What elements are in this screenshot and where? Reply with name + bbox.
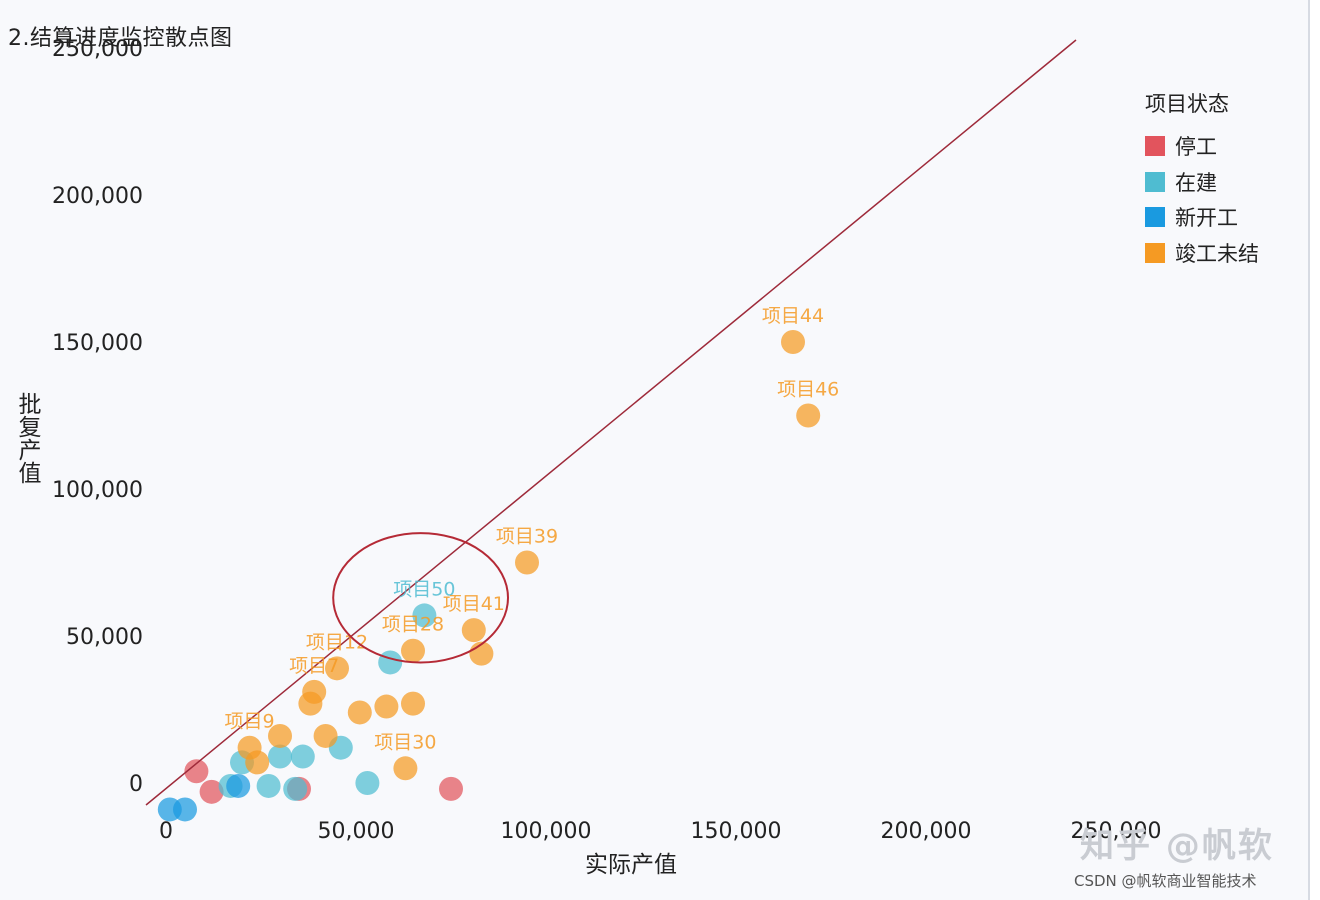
data-point[interactable] bbox=[355, 771, 380, 795]
data-point[interactable] bbox=[378, 650, 403, 675]
y-tick-label: 0 bbox=[129, 772, 143, 797]
x-tick-label: 150,000 bbox=[691, 819, 782, 844]
x-tick-label: 200,000 bbox=[881, 819, 972, 844]
data-point[interactable] bbox=[374, 694, 399, 719]
y-axis-ticks: 0 50,000 100,000 150,000 200,000 250,000 bbox=[52, 37, 143, 797]
data-label: 项目12 bbox=[306, 631, 368, 653]
reference-line bbox=[145, 39, 1077, 806]
data-point[interactable] bbox=[393, 756, 418, 781]
x-axis-label: 实际产值 bbox=[585, 852, 677, 878]
legend-label: 在建 bbox=[1175, 171, 1217, 195]
x-tick-label: 50,000 bbox=[318, 819, 395, 844]
y-tick-label: 150,000 bbox=[52, 331, 143, 356]
data-point[interactable] bbox=[313, 723, 338, 748]
data-point[interactable] bbox=[325, 656, 349, 681]
data-label: 项目46 bbox=[777, 379, 839, 401]
data-point[interactable] bbox=[256, 773, 281, 798]
csdn-watermark: CSDN @帆软商业智能技术 bbox=[1074, 872, 1257, 890]
legend-label: 竣工未结 bbox=[1175, 242, 1259, 266]
data-point[interactable] bbox=[283, 776, 308, 801]
legend-swatch bbox=[1145, 136, 1165, 156]
data-label: 项目30 bbox=[374, 731, 436, 753]
legend-label: 新开工 bbox=[1175, 206, 1238, 230]
data-label: 项目9 bbox=[225, 711, 275, 733]
data-point[interactable] bbox=[184, 759, 209, 784]
chart-title: 2.结算进度监控散点图 bbox=[8, 26, 233, 51]
data-point[interactable] bbox=[226, 773, 251, 798]
x-tick-label: 0 bbox=[159, 819, 173, 844]
data-point[interactable] bbox=[268, 723, 292, 748]
legend-title: 项目状态 bbox=[1145, 92, 1229, 116]
x-tick-label: 100,000 bbox=[501, 819, 592, 844]
data-label: 项目39 bbox=[496, 526, 558, 548]
panel-border bbox=[1308, 0, 1310, 900]
data-point[interactable] bbox=[461, 618, 486, 643]
data-point[interactable] bbox=[199, 779, 224, 804]
data-point[interactable] bbox=[796, 403, 821, 428]
legend-item-xinkaigong[interactable]: 新开工 bbox=[1145, 203, 1238, 231]
legend-swatch bbox=[1145, 243, 1165, 263]
y-tick-label: 100,000 bbox=[52, 478, 143, 503]
data-label: 项目7 bbox=[289, 655, 339, 677]
legend-item-jungongweijie[interactable]: 竣工未结 bbox=[1145, 239, 1259, 267]
data-label: 项目44 bbox=[762, 305, 824, 327]
zhihu-watermark: 知乎 @帆软 bbox=[1080, 826, 1274, 866]
data-point[interactable] bbox=[401, 691, 425, 716]
data-point[interactable] bbox=[347, 700, 372, 725]
highlight-circle bbox=[332, 532, 510, 664]
y-axis-label: 批复产值 bbox=[14, 392, 40, 484]
data-label: 项目41 bbox=[443, 593, 505, 615]
x-axis-ticks: 0 50,000 100,000 150,000 200,000 250,000 bbox=[159, 819, 1161, 844]
data-point[interactable] bbox=[173, 797, 197, 822]
data-label: 项目50 bbox=[393, 578, 455, 600]
legend-label: 停工 bbox=[1175, 135, 1217, 159]
legend-item-tinggong[interactable]: 停工 bbox=[1145, 132, 1217, 160]
data-point[interactable] bbox=[515, 550, 539, 575]
data-point[interactable] bbox=[290, 744, 315, 769]
data-point[interactable] bbox=[245, 750, 270, 775]
y-tick-label: 200,000 bbox=[52, 184, 143, 209]
legend-swatch bbox=[1145, 172, 1165, 192]
data-point[interactable] bbox=[439, 776, 463, 801]
legend-item-zaijian[interactable]: 在建 bbox=[1145, 168, 1217, 196]
data-points bbox=[157, 330, 821, 822]
data-point[interactable] bbox=[302, 679, 327, 704]
y-tick-label: 50,000 bbox=[66, 625, 143, 650]
data-label: 项目28 bbox=[382, 614, 444, 636]
y-tick-label: 250,000 bbox=[52, 37, 143, 62]
legend-swatch bbox=[1145, 207, 1165, 227]
data-point[interactable] bbox=[412, 603, 437, 628]
data-point[interactable] bbox=[268, 744, 292, 769]
data-point[interactable] bbox=[781, 330, 805, 354]
data-point[interactable] bbox=[401, 638, 425, 663]
x-tick-label: 250,000 bbox=[1071, 819, 1162, 844]
